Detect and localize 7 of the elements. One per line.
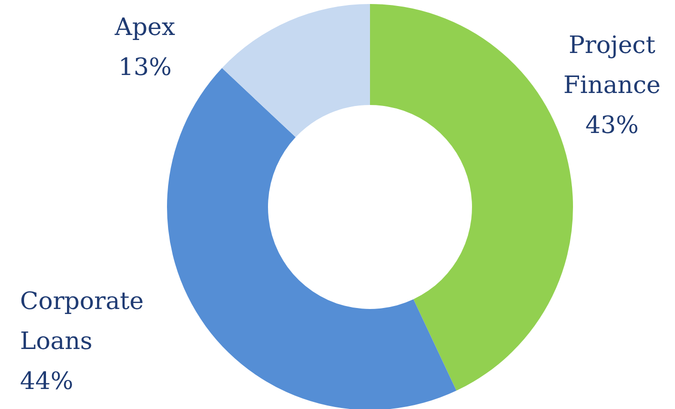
data-label: 44% [20,367,74,395]
data-label: 13% [118,53,172,81]
donut-slice [222,4,370,138]
slice-label: Project Finance [563,31,661,99]
slice-label: Corporate Loans [20,287,144,355]
data-label: 43% [585,111,639,139]
slice-label: Apex [114,13,176,41]
